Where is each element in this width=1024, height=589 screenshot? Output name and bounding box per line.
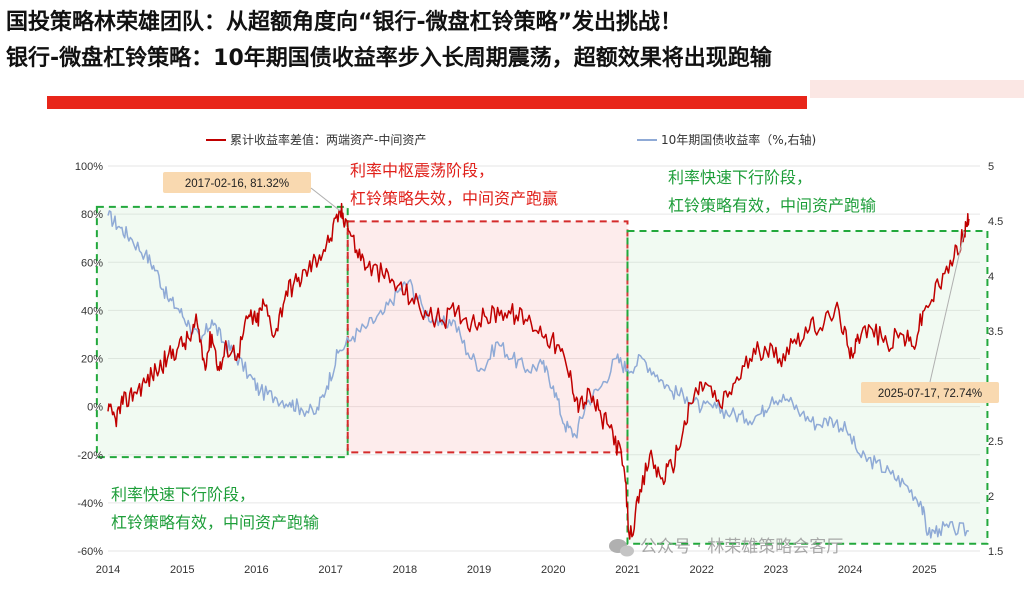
y-right-tick-label: 1.5 [988, 546, 1003, 558]
x-tick-label: 2021 [615, 564, 639, 576]
axes: 100%80%60%40%20%0%-20%-40%-60%54.543.532… [75, 161, 1003, 576]
annotation-green-tr-line-1: 利率快速下行阶段， [668, 168, 812, 187]
y-left-tick-label: 40% [81, 305, 103, 317]
y-left-tick-label: 80% [81, 209, 103, 221]
callout-label-2: 2025-07-17, 72.74% [878, 388, 982, 400]
callout-box-2 [861, 382, 999, 403]
x-tick-label: 2023 [764, 564, 788, 576]
watermark-text: 公众号 · 林荣雄策略会客厅 [640, 537, 843, 557]
legend: 累计收益率差值：两端资产-中间资产 10年期国债收益率（%,右轴) [206, 132, 816, 147]
y-right-tick-label: 4 [988, 271, 994, 283]
callouts: 2017-02-16, 81.32% 2025-07-17, 72.74% [163, 172, 999, 403]
callout-label-1: 2017-02-16, 81.32% [185, 178, 289, 190]
y-left-tick-label: -40% [77, 498, 103, 510]
annotation-red-line-1: 利率中枢震荡阶段， [350, 161, 494, 180]
callout-leader-1 [310, 187, 341, 212]
x-tick-label: 2015 [170, 564, 194, 576]
series-cumulative-diff [107, 202, 970, 540]
title-line-2: 银行-微盘杠铃策略：10年期国债收益率步入长周期震荡，超额效果将出现跑输 [6, 46, 772, 71]
x-tick-label: 2018 [393, 564, 417, 576]
y-right-tick-label: 2 [988, 491, 994, 503]
legend-label-red: 累计收益率差值：两端资产-中间资产 [230, 132, 426, 147]
y-left-tick-label: 0% [87, 402, 103, 414]
y-left-tick-label: 20% [81, 354, 103, 366]
x-tick-label: 2019 [467, 564, 491, 576]
x-tick-label: 2016 [244, 564, 268, 576]
legend-label-blue: 10年期国债收益率（%,右轴) [661, 132, 816, 147]
callout-box-1 [163, 172, 311, 193]
y-right-tick-label: 4.5 [988, 216, 1003, 228]
annotation-green-bl-line-2: 杠铃策略有效，中间资产跑输 [111, 513, 319, 532]
x-tick-label: 2017 [318, 564, 342, 576]
annotations: 利率中枢震荡阶段， 杠铃策略失效，中间资产跑赢 利率快速下行阶段， 杠铃策略有效… [111, 161, 876, 532]
series-bond-yield [107, 210, 970, 539]
accent-bar-light [810, 80, 1024, 98]
x-tick-label: 2025 [912, 564, 936, 576]
y-right-tick-label: 3.5 [988, 326, 1003, 338]
watermark: 公众号 · 林荣雄策略会客厅 [609, 537, 843, 557]
x-tick-label: 2020 [541, 564, 565, 576]
annotation-red-line-2: 杠铃策略失效，中间资产跑赢 [350, 189, 558, 208]
wechat-icon [609, 539, 634, 557]
x-tick-label: 2024 [838, 564, 862, 576]
callout-leader-2 [929, 231, 965, 383]
y-left-tick-label: -20% [77, 450, 103, 462]
region-red1 [346, 220, 629, 454]
y-right-tick-label: 2.5 [988, 436, 1003, 448]
y-left-tick-label: 60% [81, 257, 103, 269]
accent-bar [47, 96, 807, 109]
y-left-tick-label: -60% [77, 546, 103, 558]
x-tick-label: 2014 [96, 564, 120, 576]
annotation-green-tr-line-2: 杠铃策略有效，中间资产跑输 [668, 196, 876, 215]
gridlines [108, 165, 980, 552]
x-tick-label: 2022 [689, 564, 713, 576]
annotation-green-bl-line-1: 利率快速下行阶段， [111, 485, 255, 504]
title-line-1: 国投策略林荣雄团队：从超额角度向“银行-微盘杠铃策略”发出挑战！ [6, 10, 683, 35]
region-green1 [95, 205, 349, 459]
y-right-tick-label: 5 [988, 161, 994, 173]
y-left-tick-label: 100% [75, 161, 103, 173]
